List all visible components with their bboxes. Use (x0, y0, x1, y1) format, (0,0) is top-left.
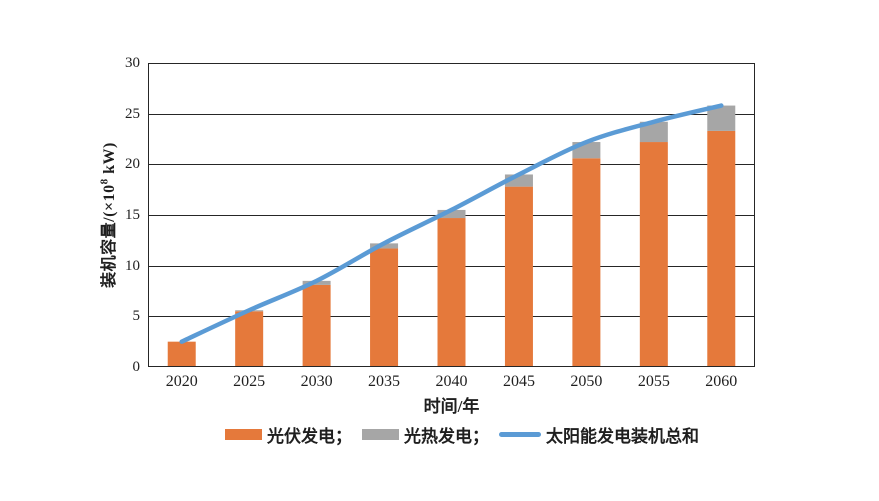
bar-pv-2060 (707, 130, 736, 367)
bar-csp-2055 (639, 121, 668, 143)
legend: 光伏发电； 光热发电； 太阳能发电装机总和 (225, 422, 709, 447)
x-tick-2020: 2020 (165, 373, 198, 390)
legend-item-pv: 光伏发电； (225, 422, 352, 447)
y-tick-0: 0 (132, 359, 141, 375)
bar-pv-2020 (167, 341, 196, 367)
bar-pv-2040 (437, 218, 466, 367)
legend-label-pv: 光伏发电； (267, 427, 352, 446)
y-tick-25: 25 (125, 105, 140, 122)
plot-area (148, 63, 755, 367)
x-tick-2030: 2030 (300, 373, 333, 390)
plot-border (148, 63, 755, 367)
y-tick-20: 20 (125, 156, 140, 173)
x-tick-2040: 2040 (435, 373, 468, 390)
x-tick-2060: 2060 (705, 373, 738, 390)
y-tick-10: 10 (125, 257, 140, 274)
bar-pv-2025 (235, 311, 264, 367)
csp-bar-swatch (362, 429, 399, 440)
legend-label-total: 太阳能发电装机总和 (546, 427, 699, 446)
bar-pv-2045 (504, 186, 533, 367)
pv-bar-swatch (225, 429, 262, 440)
x-tick-2050: 2050 (570, 373, 603, 390)
legend-item-csp: 光热发电； (362, 422, 489, 447)
bar-pv-2050 (572, 158, 601, 367)
x-tick-2035: 2035 (368, 373, 401, 390)
x-tick-2045: 2045 (502, 373, 535, 390)
bar-pv-2035 (370, 248, 399, 367)
y-axis-title-superscript: 8 (98, 178, 111, 185)
bar-pv-2030 (302, 284, 331, 367)
legend-label-csp: 光热发电； (404, 427, 489, 446)
bar-pv-2055 (639, 142, 668, 367)
y-tick-15: 15 (125, 207, 140, 223)
legend-item-total: 太阳能发电装机总和 (499, 422, 699, 447)
total-line-swatch (499, 432, 541, 437)
x-tick-2025: 2025 (233, 373, 266, 390)
y-tick-5: 5 (132, 308, 141, 325)
total-line (179, 103, 724, 344)
bar-csp-2040 (437, 209, 466, 219)
y-tick-30: 30 (125, 55, 140, 71)
x-tick-2055: 2055 (637, 373, 670, 390)
x-axis-title: 时间/年 (423, 397, 480, 416)
